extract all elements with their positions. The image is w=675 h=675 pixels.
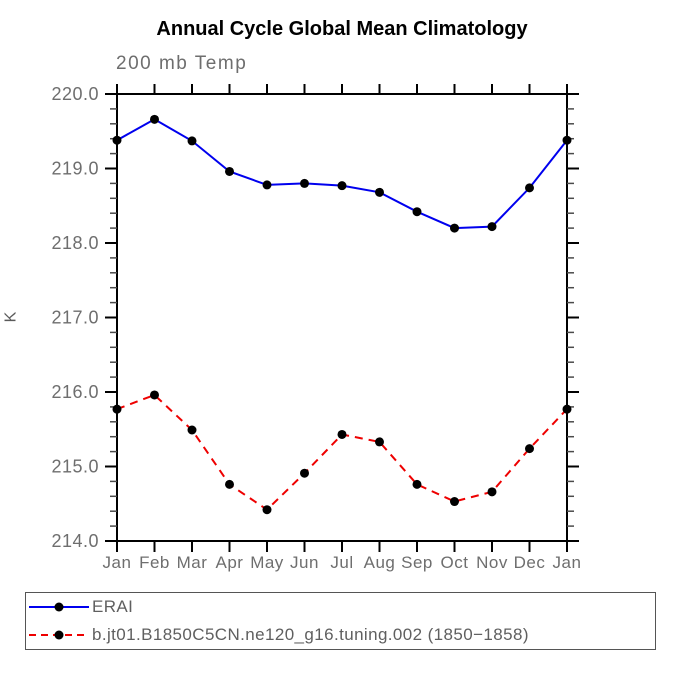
legend-entry-model: b.jt01.B1850C5CN.ne120_g16.tuning.002 (1… — [26, 621, 655, 649]
data-point-marker — [375, 437, 384, 447]
data-point-marker — [562, 135, 572, 145]
x-tick-label: Apr — [216, 553, 244, 572]
y-tick-label: 218.0 — [51, 233, 99, 253]
legend-box: ERAI b.jt01.B1850C5CN.ne120_g16.tuning.0… — [25, 592, 656, 650]
data-point-marker — [112, 404, 122, 414]
data-point-marker — [337, 429, 347, 439]
x-tick-label: Aug — [364, 553, 396, 572]
data-point-marker — [187, 136, 197, 146]
data-point-marker — [562, 404, 572, 414]
data-point-marker — [412, 479, 422, 489]
data-point-marker — [525, 444, 534, 454]
data-point-marker — [225, 166, 234, 176]
data-point-marker — [487, 222, 497, 232]
x-tick-label: Jun — [290, 553, 319, 572]
legend-entry-erai: ERAI — [26, 593, 655, 621]
y-tick-label: 214.0 — [51, 531, 99, 551]
data-point-marker — [337, 181, 347, 191]
y-tick-label: 216.0 — [51, 382, 99, 402]
data-point-marker — [225, 479, 234, 489]
data-point-marker — [487, 487, 497, 497]
x-tick-label: Jan — [103, 553, 132, 572]
data-point-marker — [525, 183, 534, 193]
legend-label-erai: ERAI — [92, 597, 134, 616]
chart-title: Annual Cycle Global Mean Climatology — [156, 18, 528, 40]
x-tick-label: Jan — [553, 553, 582, 572]
data-point-marker — [150, 390, 159, 400]
data-point-marker — [262, 180, 272, 190]
data-point-marker — [375, 187, 384, 197]
legend-label-model: b.jt01.B1850C5CN.ne120_g16.tuning.002 (1… — [92, 625, 529, 644]
series-line-model — [116, 393, 568, 511]
x-tick-label: Jul — [330, 553, 353, 572]
data-point-marker — [450, 497, 459, 507]
data-point-marker — [450, 223, 459, 233]
data-point-marker — [300, 468, 309, 478]
chart-subtitle: 200 mb Temp — [116, 53, 248, 74]
x-tick-label: May — [250, 553, 284, 572]
series-line-erai — [116, 118, 568, 230]
y-tick-label: 215.0 — [51, 457, 99, 477]
y-tick-label: 217.0 — [51, 308, 99, 328]
data-point-marker — [187, 425, 197, 435]
legend-marker-icon — [54, 602, 64, 612]
y-tick-label: 220.0 — [51, 84, 99, 104]
x-tick-label: Oct — [441, 553, 469, 572]
legend-line-sample-dashed — [29, 630, 89, 640]
x-tick-label: Feb — [139, 553, 170, 572]
x-tick-label: Mar — [177, 553, 208, 572]
data-point-marker — [262, 505, 272, 515]
data-point-marker — [300, 178, 309, 188]
x-tick-label: Dec — [514, 553, 546, 572]
data-point-marker — [412, 207, 422, 217]
y-tick-label: 219.0 — [51, 159, 99, 179]
legend-line-sample-solid — [29, 602, 89, 612]
x-tick-label: Nov — [476, 553, 508, 572]
data-point-marker — [112, 135, 122, 145]
legend-marker-icon — [54, 630, 64, 640]
x-tick-label: Sep — [401, 553, 433, 572]
data-point-marker — [150, 114, 159, 124]
